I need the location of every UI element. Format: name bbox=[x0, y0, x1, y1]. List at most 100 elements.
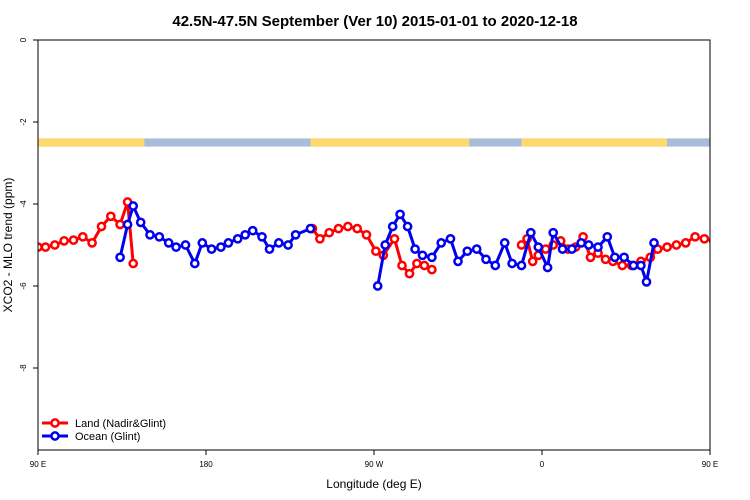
ocean-data-point bbox=[736, 202, 743, 209]
ocean-data-point bbox=[232, 233, 243, 244]
x-tick-label: 0 bbox=[540, 460, 545, 469]
land-data-point bbox=[49, 240, 60, 250]
ocean-data-point bbox=[445, 233, 456, 244]
land-data-point bbox=[729, 213, 736, 220]
land-data-point bbox=[404, 268, 415, 279]
ocean-data-point bbox=[649, 238, 659, 248]
land-data-point bbox=[738, 221, 745, 228]
ocean-data-point bbox=[729, 221, 736, 228]
ocean-data-point bbox=[436, 238, 447, 248]
land-band bbox=[310, 138, 470, 147]
land-data-point bbox=[680, 238, 691, 248]
ocean-data-point bbox=[542, 262, 553, 273]
y-tick-label: -6 bbox=[19, 282, 28, 290]
legend-ocean-label: Ocean (Glint) bbox=[75, 431, 140, 443]
land-data-point bbox=[600, 254, 611, 265]
ocean-data-point bbox=[636, 260, 646, 271]
ocean-data-point bbox=[499, 238, 510, 248]
land-band bbox=[38, 138, 145, 147]
x-tick-label: 90 W bbox=[365, 460, 384, 469]
land-data-point bbox=[68, 235, 79, 245]
ocean-data-point bbox=[619, 252, 629, 263]
land-data-point bbox=[324, 227, 335, 238]
ocean-data-point bbox=[216, 242, 226, 252]
ocean-data-point bbox=[744, 219, 750, 226]
land-data-point bbox=[115, 219, 125, 230]
y-tick-label: -2 bbox=[19, 118, 28, 126]
ocean-data-point bbox=[305, 223, 316, 234]
ocean-data-point bbox=[163, 238, 174, 248]
y-tick-label: -8 bbox=[19, 364, 28, 372]
y-axis-label: XCO2 - MLO trend (ppm) bbox=[1, 178, 15, 313]
ocean-data-point bbox=[122, 219, 133, 230]
x-tick-label: 90 E bbox=[702, 460, 718, 469]
land-data-point bbox=[77, 231, 88, 242]
ocean-data-point bbox=[490, 260, 501, 271]
ocean-data-point bbox=[171, 242, 181, 252]
ocean-data-point bbox=[533, 242, 544, 252]
ocean-data-point bbox=[240, 229, 251, 240]
land-ocean-strip bbox=[38, 138, 750, 147]
ocean-data-point bbox=[525, 227, 536, 238]
ocean-data-point bbox=[145, 229, 155, 240]
ocean-data-point bbox=[471, 244, 482, 254]
ocean-data-point bbox=[557, 244, 568, 254]
ocean-data-point bbox=[395, 209, 405, 220]
ocean-data-point bbox=[628, 260, 639, 271]
land-data-point bbox=[96, 221, 107, 232]
legend-land-marker bbox=[50, 418, 60, 428]
land-data-point bbox=[40, 242, 51, 252]
ocean-data-point bbox=[427, 252, 437, 263]
x-tick-label: 180 bbox=[199, 460, 213, 469]
ocean-data-point bbox=[567, 244, 577, 254]
land-data-point bbox=[333, 223, 344, 234]
land-data-point bbox=[343, 221, 353, 232]
ocean-data-point bbox=[128, 201, 139, 211]
ocean-data-point bbox=[507, 258, 517, 269]
ocean-data-point bbox=[720, 254, 727, 261]
land-data-point bbox=[419, 260, 430, 271]
land-data-point bbox=[527, 256, 538, 267]
ocean-data-point bbox=[247, 225, 258, 236]
ocean-data-point bbox=[462, 246, 473, 257]
land-data-point bbox=[87, 238, 97, 248]
chart-title: 42.5N-47.5N September (Ver 10) 2015-01-0… bbox=[172, 13, 577, 30]
ocean-data-point bbox=[283, 240, 293, 250]
ocean-data-point bbox=[417, 250, 428, 261]
ocean-data-point bbox=[264, 244, 275, 254]
ocean-series-line bbox=[723, 206, 750, 264]
ocean-data-point bbox=[290, 229, 301, 240]
ocean-data-point bbox=[548, 227, 559, 238]
ocean-data-point bbox=[516, 260, 527, 271]
land-data-point bbox=[352, 223, 363, 234]
land-data-point bbox=[397, 260, 407, 271]
ocean-data-point bbox=[189, 258, 200, 269]
ocean-data-point bbox=[609, 252, 620, 263]
land-data-point bbox=[671, 240, 682, 250]
land-band bbox=[521, 138, 668, 147]
land-data-point bbox=[585, 252, 596, 263]
land-data-point bbox=[105, 211, 116, 222]
ocean-data-point bbox=[180, 240, 191, 250]
y-tick-label: -4 bbox=[19, 200, 28, 208]
ocean-data-point bbox=[576, 238, 587, 248]
ocean-data-point bbox=[641, 277, 652, 287]
y-tick-label: 0 bbox=[19, 37, 28, 42]
land-data-point bbox=[699, 233, 710, 244]
ocean-data-point bbox=[387, 221, 398, 232]
x-tick-label: 90 E bbox=[30, 460, 46, 469]
land-band bbox=[710, 138, 750, 146]
ocean-data-point bbox=[402, 221, 413, 232]
x-axis-label: Longitude (deg E) bbox=[326, 477, 421, 491]
ocean-data-point bbox=[223, 238, 234, 248]
land-data-point bbox=[371, 246, 381, 257]
x-axis: 90 E 180 90 W 0 90 E bbox=[30, 450, 718, 469]
land-data-point bbox=[389, 233, 400, 244]
ocean-data-point bbox=[197, 238, 208, 248]
legend-land-label: Land (Nadir&Glint) bbox=[75, 418, 166, 430]
ocean-data-point bbox=[453, 256, 463, 267]
land-data-point bbox=[690, 231, 700, 242]
legend: Land (Nadir&Glint)Ocean (Glint) bbox=[42, 418, 166, 443]
land-data-point bbox=[361, 229, 372, 240]
